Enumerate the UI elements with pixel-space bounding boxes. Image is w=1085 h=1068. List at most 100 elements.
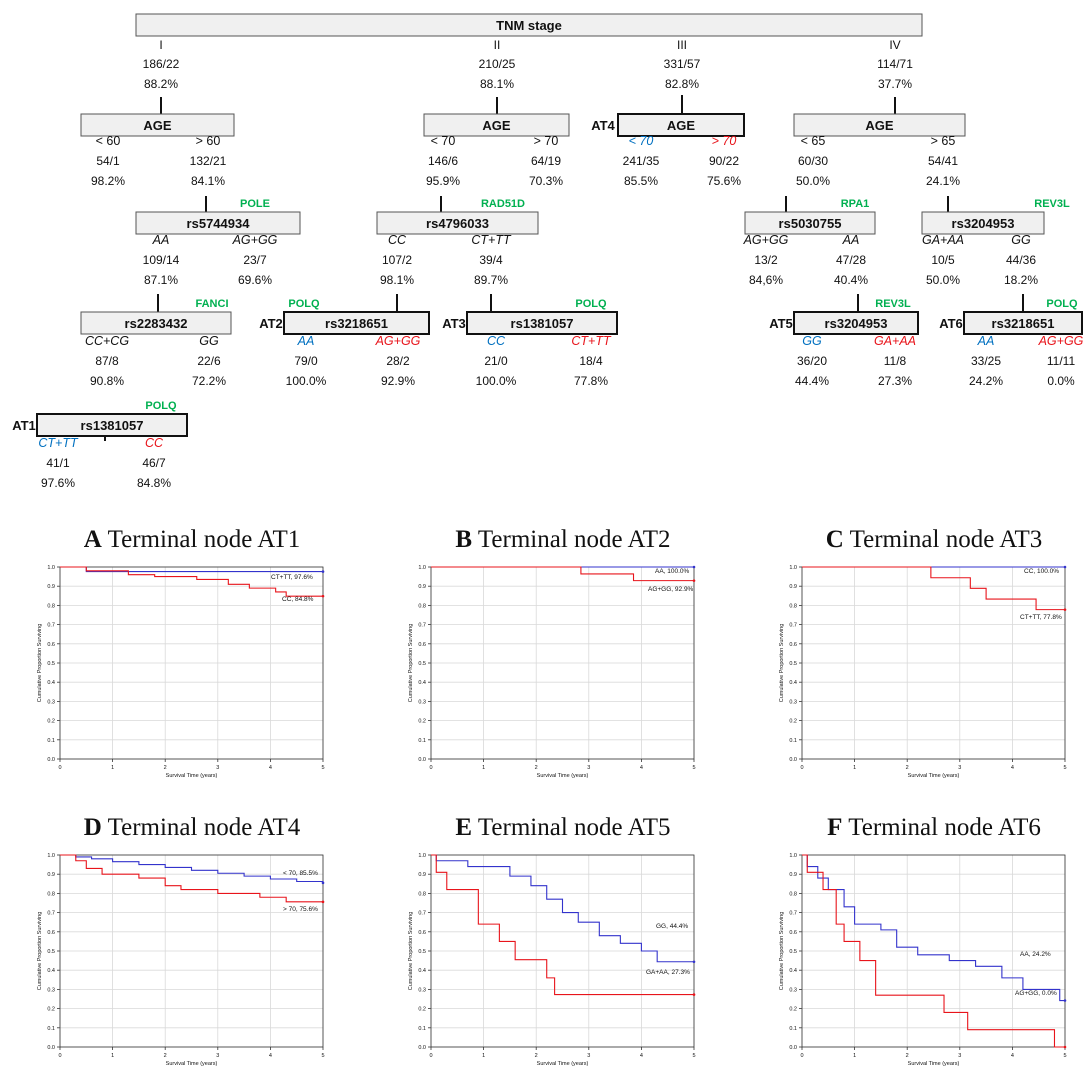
tree-node-label: rs1381057 xyxy=(511,316,574,331)
curve-label: AG+GG, 0.0% xyxy=(1015,990,1057,997)
branch-count: 146/6 xyxy=(428,154,458,168)
curve-label: CT+TT, 97.6% xyxy=(271,574,313,581)
x-tick-label: 1 xyxy=(482,765,485,771)
branch-percent: 27.3% xyxy=(878,374,912,388)
survival-curve-red xyxy=(431,566,694,582)
tree-node-label: AGE xyxy=(143,118,172,133)
branch-count: 47/28 xyxy=(836,253,866,267)
y-axis-label: Cumulative Proportion Surviving xyxy=(408,624,414,703)
branch-label: CC xyxy=(487,334,506,348)
branch-percent: 84.1% xyxy=(191,174,225,188)
tree-node-label: AGE xyxy=(865,118,894,133)
branch-percent: 98.2% xyxy=(91,174,125,188)
y-tick-label: 0.1 xyxy=(418,738,426,744)
x-tick-label: 1 xyxy=(853,1053,856,1059)
plot-title: A Terminal node AT1 xyxy=(27,526,357,554)
plot-letter: B xyxy=(455,526,473,553)
root-node-box xyxy=(135,13,923,37)
y-tick-label: 0.9 xyxy=(789,584,797,590)
x-tick-label: 5 xyxy=(321,1053,324,1059)
survival-curve-red xyxy=(431,854,694,996)
curve-label: CC, 100.0% xyxy=(1024,568,1059,575)
curve-label: < 70, 85.5% xyxy=(283,870,318,877)
tree-node-box xyxy=(921,211,1045,235)
curve-end-marker xyxy=(1063,1045,1067,1049)
survival-curve-red xyxy=(802,566,1065,611)
x-tick-label: 3 xyxy=(216,1053,219,1059)
x-tick-label: 2 xyxy=(164,765,167,771)
plot-letter: E xyxy=(455,814,473,841)
plot-title: E Terminal node AT5 xyxy=(398,814,728,842)
branch-count: 11/11 xyxy=(1047,354,1076,368)
x-axis-label: Survival Time (years) xyxy=(908,773,960,779)
plot-title: B Terminal node AT2 xyxy=(398,526,728,554)
x-axis-label: Survival Time (years) xyxy=(537,1061,589,1067)
y-tick-label: 0.3 xyxy=(418,987,426,993)
tree-node-label: rs3204953 xyxy=(825,316,888,331)
y-tick-label: 0.6 xyxy=(418,930,426,936)
branch-percent: 18.2% xyxy=(1004,273,1038,287)
curve-end-marker xyxy=(321,594,325,598)
branch-label: < 60 xyxy=(96,134,121,148)
tree-node-label: rs2283432 xyxy=(125,316,188,331)
x-tick-label: 5 xyxy=(692,1053,695,1059)
tree-node-box xyxy=(283,311,430,335)
branch-count: 18/4 xyxy=(579,354,603,368)
y-tick-label: 0.2 xyxy=(789,719,797,725)
branch-percent: 69.6% xyxy=(238,273,272,287)
gene-label: RPA1 xyxy=(841,198,870,210)
branch-label: < 70 xyxy=(629,134,654,148)
branch-percent: 44.4% xyxy=(795,374,829,388)
plot-frame xyxy=(801,854,1066,1048)
x-tick-label: 0 xyxy=(58,765,61,771)
stage-count: 210/25 xyxy=(479,57,516,71)
y-tick-label: 0.9 xyxy=(47,872,55,878)
branch-count: 132/21 xyxy=(190,154,227,168)
branch-count: 64/19 xyxy=(531,154,561,168)
y-tick-label: 0.4 xyxy=(418,968,426,974)
y-tick-label: 0.7 xyxy=(47,623,55,629)
branch-label: CC xyxy=(145,436,164,450)
y-tick-label: 0.8 xyxy=(418,891,426,897)
branch-label: GA+AA xyxy=(922,233,964,247)
terminal-node-tag: AT1 xyxy=(12,418,36,433)
branch-label: AA xyxy=(842,233,860,247)
branch-label: AA xyxy=(297,334,315,348)
y-tick-label: 0.0 xyxy=(789,757,797,763)
y-tick-label: 0.1 xyxy=(47,1026,55,1032)
y-tick-label: 0.5 xyxy=(47,661,55,667)
y-axis-label: Cumulative Proportion Surviving xyxy=(779,912,785,991)
survival-curve-red xyxy=(60,566,323,597)
gene-label: REV3L xyxy=(1034,198,1070,210)
curve-end-marker xyxy=(1063,608,1067,611)
y-tick-label: 0.2 xyxy=(789,1007,797,1013)
stage-label: I xyxy=(159,38,162,52)
branch-label: > 65 xyxy=(931,134,956,148)
branch-percent: 0.0% xyxy=(1047,374,1075,388)
stage-percent: 88.1% xyxy=(480,77,514,91)
stage-count: 186/22 xyxy=(143,57,180,71)
branch-label: GG xyxy=(802,334,822,348)
tree-node-box xyxy=(466,311,618,335)
branch-count: 107/2 xyxy=(382,253,412,267)
branch-label: AG+GG xyxy=(1038,334,1084,348)
y-tick-label: 0.7 xyxy=(789,623,797,629)
y-tick-label: 0.8 xyxy=(789,603,797,609)
branch-count: 90/22 xyxy=(709,154,739,168)
y-tick-label: 0.1 xyxy=(789,1026,797,1032)
branch-label: > 60 xyxy=(196,134,221,148)
tree-node-box xyxy=(963,311,1083,335)
branch-label: > 70 xyxy=(534,134,559,148)
curve-label: GA+AA, 27.3% xyxy=(646,969,690,976)
curve-end-marker xyxy=(321,881,325,885)
terminal-node-tag: AT5 xyxy=(769,316,793,331)
x-axis-label: Survival Time (years) xyxy=(908,1061,960,1067)
y-tick-label: 0.9 xyxy=(418,584,426,590)
tree-node-box xyxy=(744,211,876,235)
x-tick-label: 4 xyxy=(1011,765,1014,771)
branch-percent: 70.3% xyxy=(529,174,563,188)
y-tick-label: 0.6 xyxy=(789,642,797,648)
branch-count: 22/6 xyxy=(197,354,221,368)
x-tick-label: 5 xyxy=(692,765,695,771)
plot-title: D Terminal node AT4 xyxy=(27,814,357,842)
